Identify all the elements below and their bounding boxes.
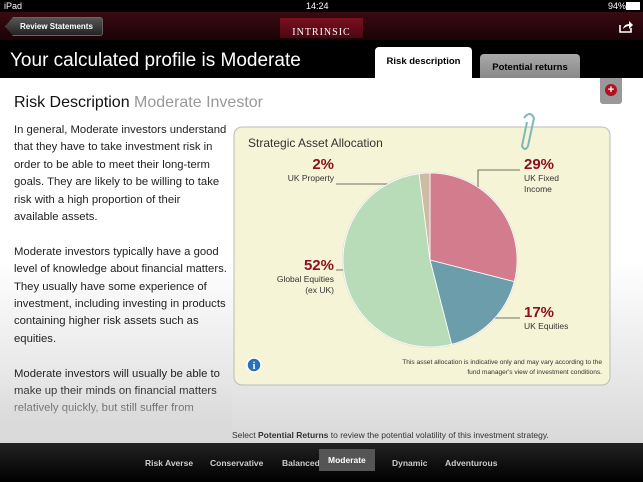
slice-name: UK Property [287,173,334,183]
battery: 94% [608,1,627,11]
subheading: Moderate Investor [134,94,263,111]
text-fade [0,385,232,443]
slice-percent: 2% [312,156,334,173]
slice-label: 17% UK Equities [524,304,588,332]
note-bold: Potential Returns [258,430,329,440]
info-glyph: i [253,361,256,372]
page-title: Your calculated profile is Moderate [10,50,301,71]
add-button[interactable]: + [600,78,622,104]
slice-percent: 17% [524,304,555,321]
footer-note: Select Potential Returns to review the p… [232,430,549,440]
nav-item[interactable]: Balanced [282,458,320,468]
slice-label: 52% Global Equities (ex UK) [270,257,334,295]
slice-label: 2% UK Property [270,156,334,184]
nav-item-active[interactable]: Moderate [319,449,375,471]
paragraph: Moderate investors typically have a good… [14,245,227,345]
battery-icon [626,2,640,10]
logo: INTRINSIC [280,18,363,38]
device-name: iPad [4,1,23,11]
pie-slice [429,172,518,283]
paperclip [520,113,536,150]
slice-name: UK Equities [524,321,569,331]
chart-title: Strategic Asset Allocation [248,136,383,150]
note-suffix: to review the potential volatility of th… [330,430,549,440]
info-button[interactable] [246,357,262,373]
slice-name: UK Fixed Income [524,173,559,194]
slice-name: Global Equities (ex UK) [276,274,334,295]
nav-item[interactable]: Dynamic [392,458,428,468]
back-button[interactable]: Review Statements [5,17,103,36]
pie-slice [429,259,515,345]
pie-slice [418,172,431,261]
slice-label: 29% UK Fixed Income [524,156,588,194]
nav-item[interactable]: Conservative [210,458,264,468]
header-bar: Review Statements INTRINSIC [0,12,643,40]
heading-text: Risk Description [14,94,130,111]
status-bar: iPad 14:24 94% [0,0,643,12]
note-prefix: Select [232,430,256,440]
nav-item[interactable]: Adventurous [445,458,498,468]
paragraph: In general, Moderate investors understan… [14,124,227,224]
share-icon[interactable] [618,20,634,34]
slice-percent: 29% [524,156,555,173]
slice-percent: 52% [303,257,334,274]
clock: 14:24 [306,1,329,11]
nav-item[interactable]: Risk Averse [145,458,194,468]
heading: Risk Description Moderate Investor [14,94,263,112]
tab[interactable]: Potential returns [480,54,580,78]
tab-active[interactable]: Risk description [375,47,472,78]
chart-note: This asset allocation is indicative only… [402,359,602,376]
